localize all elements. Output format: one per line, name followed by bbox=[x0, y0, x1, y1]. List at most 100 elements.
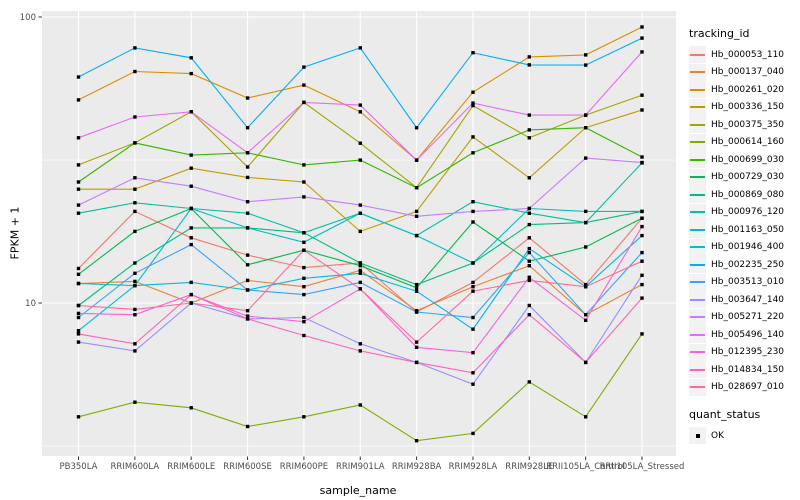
legend-item-label: Hb_000869_080 bbox=[711, 189, 785, 200]
legend-item-label: Hb_000614_160 bbox=[711, 137, 785, 148]
legend-item-label: Hb_000261_020 bbox=[711, 84, 785, 95]
data-point bbox=[584, 209, 588, 214]
data-point bbox=[584, 156, 588, 160]
data-point bbox=[302, 100, 306, 105]
line-swatch-icon bbox=[689, 308, 706, 326]
data-point bbox=[358, 46, 362, 50]
legend-item: Hb_003647_140 bbox=[689, 291, 799, 309]
data-point bbox=[358, 287, 362, 291]
x-tick-label: RRIM600LE bbox=[167, 462, 215, 472]
data-point bbox=[302, 415, 306, 419]
data-point bbox=[640, 273, 644, 277]
data-point bbox=[245, 175, 250, 180]
line-swatch-icon bbox=[689, 361, 706, 379]
line-swatch-icon bbox=[689, 63, 706, 81]
data-point bbox=[76, 211, 81, 215]
data-point bbox=[584, 113, 588, 117]
legend: tracking_id Hb_000053_110 Hb_000137_040 Hb… bbox=[689, 27, 799, 445]
data-point bbox=[133, 279, 137, 284]
legend-item-label: Hb_003647_140 bbox=[711, 294, 785, 305]
data-point bbox=[358, 403, 362, 407]
data-point bbox=[584, 245, 588, 249]
data-point bbox=[189, 110, 193, 114]
x-tick-label: PB350LA bbox=[60, 462, 98, 472]
legend-item-label: OK bbox=[711, 430, 724, 441]
legend-item: Hb_002235_250 bbox=[689, 256, 799, 274]
data-point bbox=[527, 128, 531, 132]
legend-item: Hb_001163_050 bbox=[689, 221, 799, 239]
data-point bbox=[640, 259, 644, 263]
x-tick-label: RRIM928LE bbox=[505, 462, 553, 472]
data-point bbox=[527, 222, 531, 227]
data-point bbox=[527, 63, 531, 67]
y-tick-label: 100 bbox=[20, 13, 36, 23]
data-point bbox=[76, 266, 81, 271]
legend-item-label: Hb_001163_050 bbox=[711, 224, 785, 235]
data-point bbox=[584, 53, 588, 57]
data-point bbox=[471, 431, 475, 436]
data-point bbox=[358, 103, 362, 107]
data-point bbox=[302, 65, 306, 69]
data-point bbox=[76, 281, 81, 286]
x-axis-title: sample_name bbox=[319, 484, 397, 497]
data-point bbox=[302, 163, 306, 167]
data-point bbox=[471, 220, 475, 224]
data-point bbox=[527, 264, 531, 268]
data-point bbox=[527, 380, 531, 384]
data-point bbox=[414, 282, 419, 287]
line-swatch-icon bbox=[689, 168, 706, 186]
data-point bbox=[133, 307, 137, 312]
data-point bbox=[527, 206, 531, 211]
data-point bbox=[471, 101, 475, 105]
data-point bbox=[527, 113, 531, 117]
data-point bbox=[414, 233, 419, 238]
legend-item: Hb_001946_400 bbox=[689, 238, 799, 257]
legend-item-ok: OK bbox=[689, 427, 799, 445]
data-point bbox=[133, 176, 137, 180]
data-point bbox=[76, 203, 81, 207]
legend-item: Hb_012395_230 bbox=[689, 343, 799, 362]
data-point bbox=[640, 216, 644, 220]
x-tick-label: RRII105LA_Control bbox=[546, 462, 625, 472]
legend-item-label: Hb_000729_030 bbox=[711, 172, 785, 183]
square-point-icon bbox=[689, 427, 706, 445]
data-point bbox=[584, 318, 588, 322]
data-point bbox=[133, 187, 137, 191]
legend-quant-status-block: quant_status OK bbox=[689, 408, 799, 445]
data-point bbox=[76, 163, 81, 167]
data-point bbox=[471, 51, 475, 55]
data-point bbox=[527, 313, 531, 317]
data-point bbox=[358, 141, 362, 145]
data-point bbox=[358, 158, 362, 162]
data-point bbox=[471, 351, 475, 355]
legend-item: Hb_005496_140 bbox=[689, 326, 799, 344]
line-swatch-icon bbox=[689, 46, 706, 64]
data-point bbox=[414, 126, 419, 130]
legend-item: Hb_000614_160 bbox=[689, 133, 799, 152]
data-point bbox=[640, 332, 644, 336]
data-point bbox=[640, 282, 644, 287]
data-point bbox=[189, 292, 193, 297]
legend-item: Hb_000336_150 bbox=[689, 98, 799, 117]
data-point bbox=[133, 46, 137, 50]
data-point bbox=[302, 195, 306, 199]
data-point bbox=[471, 90, 475, 94]
data-point bbox=[302, 285, 306, 289]
data-point bbox=[245, 314, 250, 318]
data-point bbox=[76, 180, 81, 184]
data-point bbox=[189, 236, 193, 240]
legend-item-label: Hb_000336_150 bbox=[711, 102, 785, 113]
data-point bbox=[133, 141, 137, 145]
data-point bbox=[414, 289, 419, 293]
line-swatch-icon bbox=[689, 378, 706, 396]
data-point bbox=[358, 271, 362, 275]
data-point bbox=[414, 310, 419, 314]
legend-item: Hb_000261_020 bbox=[689, 81, 799, 99]
data-point bbox=[640, 108, 644, 112]
data-point bbox=[358, 229, 362, 234]
data-point bbox=[245, 165, 250, 169]
legend-item: Hb_000375_350 bbox=[689, 116, 799, 134]
data-point bbox=[527, 275, 531, 279]
data-point bbox=[245, 151, 250, 155]
legend-item: Hb_000053_110 bbox=[689, 46, 799, 64]
